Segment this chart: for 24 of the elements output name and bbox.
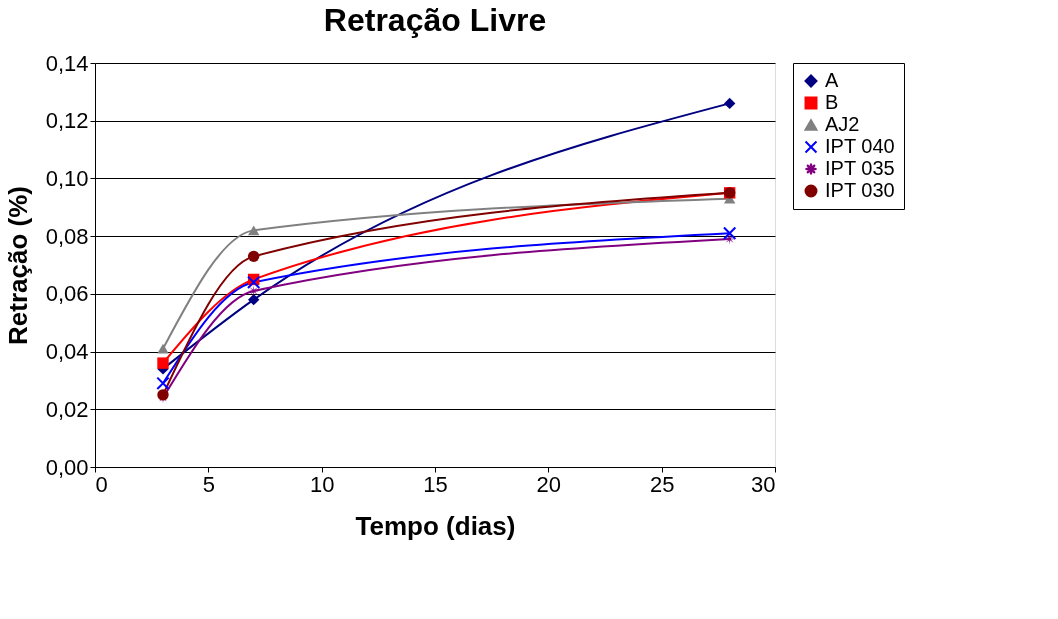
x-tick-label: 10 xyxy=(309,471,335,497)
x-tick-label: 30 xyxy=(751,471,776,497)
x-tick-label: 0 xyxy=(95,471,108,497)
x-axis-title: Tempo (dias) xyxy=(355,510,516,541)
x-tick-label: 20 xyxy=(536,471,562,497)
legend-label: IPT 035 xyxy=(825,157,895,179)
legend-label: IPT 040 xyxy=(825,135,895,157)
x-tick-label: 15 xyxy=(423,471,448,497)
x-tick-label: 25 xyxy=(649,471,675,497)
legend-label: AJ2 xyxy=(825,113,860,135)
y-tick-label: 0,02 xyxy=(45,396,89,422)
y-tick-label: 0,04 xyxy=(45,339,89,365)
y-tick-label: 0,14 xyxy=(45,50,89,76)
x-tick-label: 5 xyxy=(202,471,215,497)
legend-label: IPT 030 xyxy=(825,179,895,201)
y-tick-label: 0,10 xyxy=(45,165,89,191)
y-tick-label: 0,08 xyxy=(45,223,89,249)
chart-title: Retração Livre xyxy=(323,2,547,38)
y-axis-title: Retração (%) xyxy=(2,186,33,345)
y-tick-label: 0,12 xyxy=(45,108,89,134)
legend-label: B xyxy=(825,91,839,113)
y-tick-label: 0,06 xyxy=(45,281,89,307)
y-tick-label: 0,00 xyxy=(45,454,89,480)
legend-label: A xyxy=(825,69,839,91)
